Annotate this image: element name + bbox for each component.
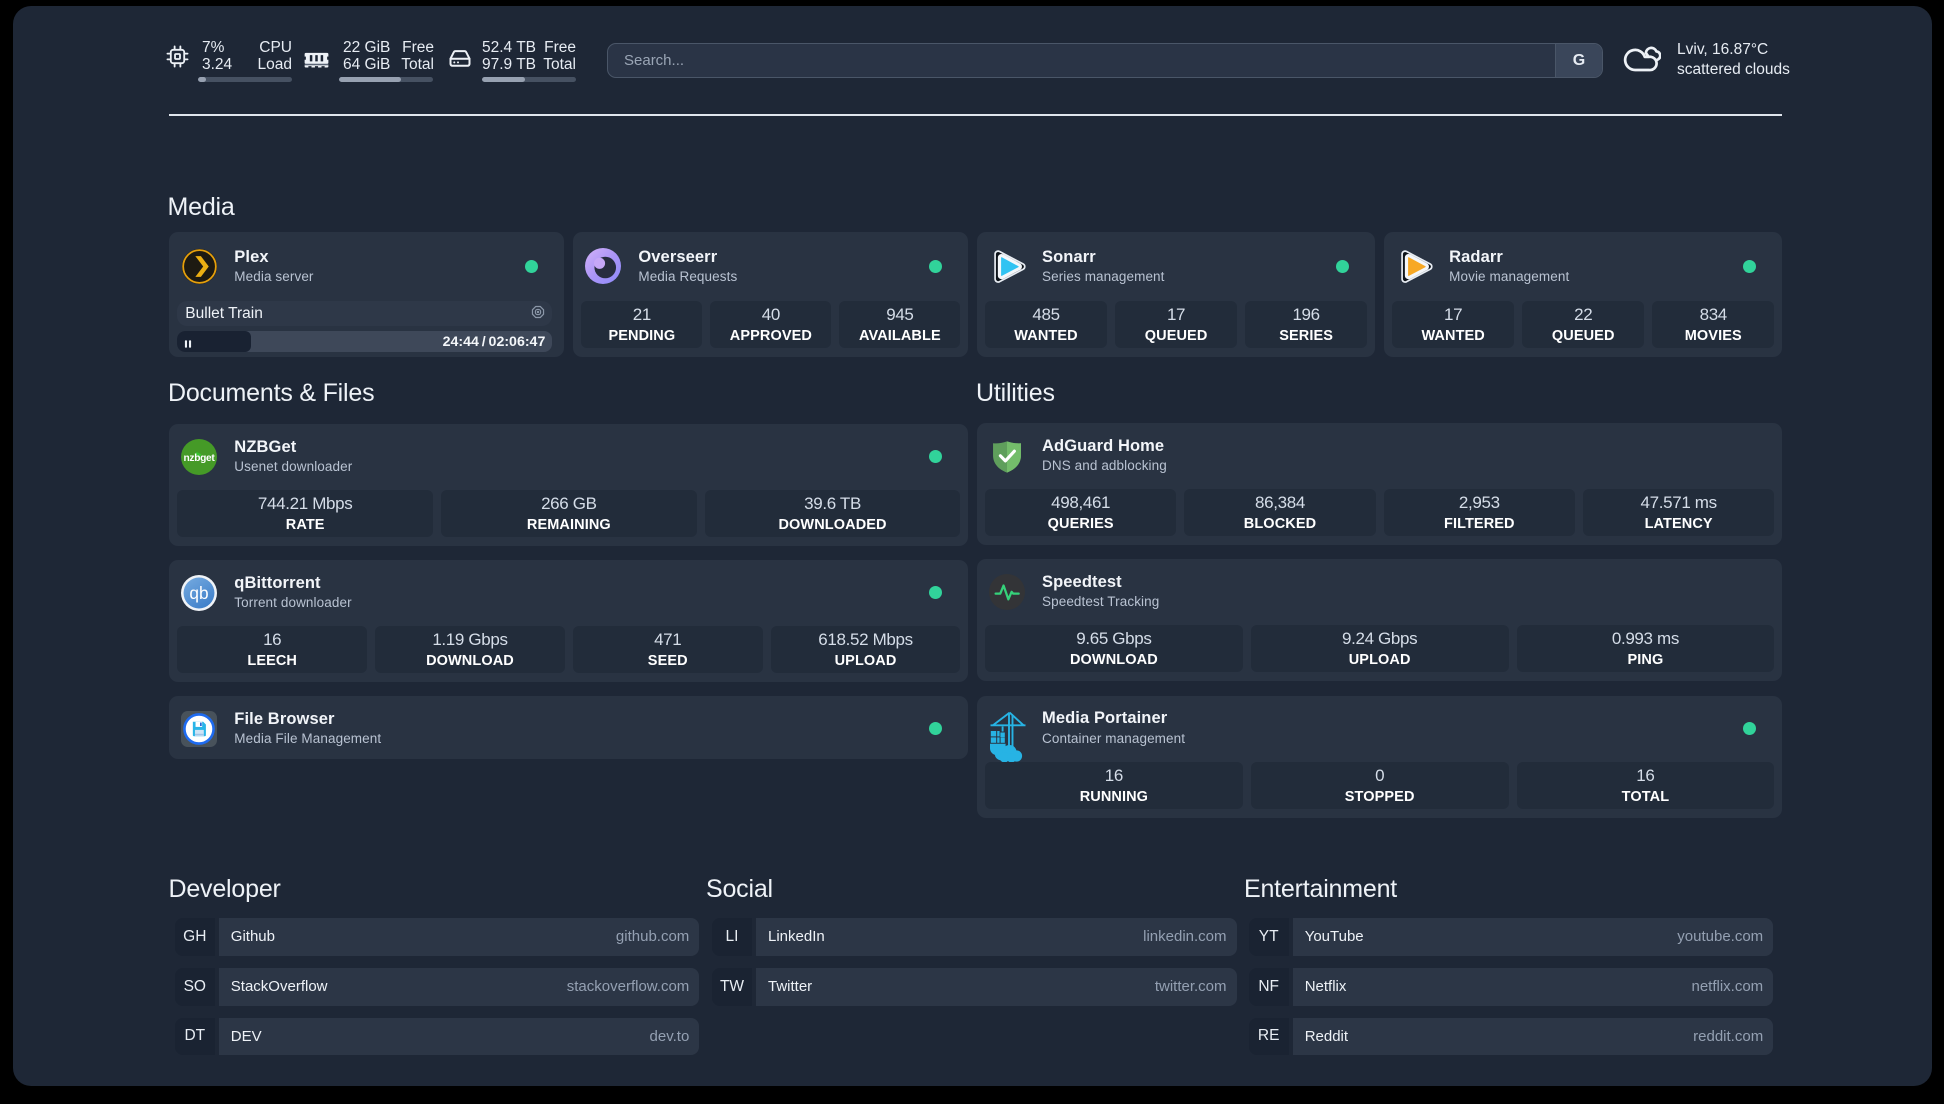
svg-text:qb: qb [189,582,208,602]
svg-text:nzbget: nzbget [183,452,215,463]
